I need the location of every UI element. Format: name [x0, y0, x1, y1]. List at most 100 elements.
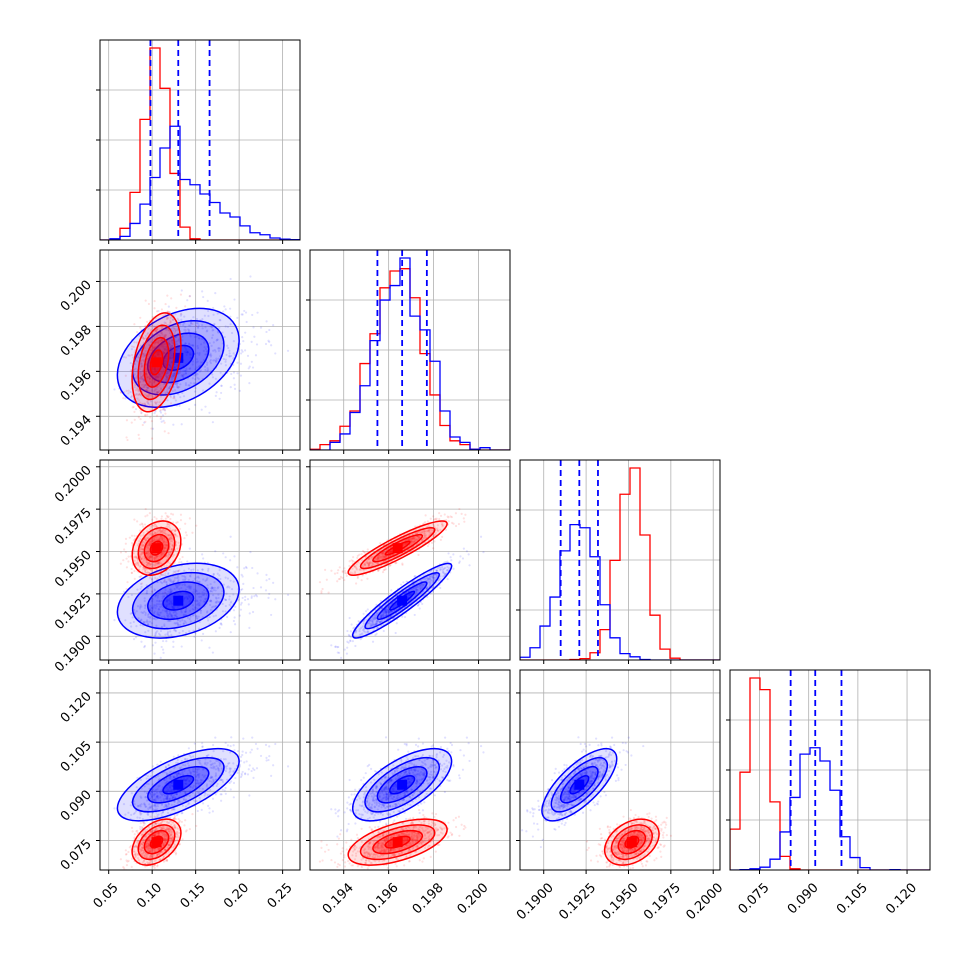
sample-point: [226, 577, 230, 580]
sample-point: [151, 578, 154, 581]
sample-point: [165, 640, 168, 643]
sample-point: [171, 537, 174, 540]
sample-point: [217, 601, 220, 604]
sample-point: [165, 348, 169, 351]
sample-point: [178, 323, 182, 326]
sample-point: [168, 534, 171, 537]
sample-point: [195, 322, 198, 325]
sample-point: [341, 576, 344, 579]
sample-point: [162, 778, 166, 782]
sample-point: [142, 385, 146, 388]
sample-point: [432, 573, 435, 576]
sample-point: [193, 800, 197, 803]
sample-point: [140, 558, 143, 561]
sample-point: [184, 584, 187, 587]
sample-point: [255, 595, 259, 598]
sample-point: [339, 577, 342, 580]
sample-point: [157, 785, 160, 788]
sample-point: [390, 550, 393, 553]
sample-point: [159, 411, 163, 414]
sample-point: [176, 570, 180, 573]
sample-point: [140, 551, 143, 554]
sample-point: [182, 622, 185, 625]
sample-point: [197, 365, 201, 368]
sample-point: [142, 379, 145, 382]
sample-point: [242, 340, 245, 343]
sample-point: [154, 369, 157, 372]
sample-point: [443, 513, 446, 516]
sample-point: [159, 611, 162, 614]
sample-point: [379, 599, 382, 603]
sample-point: [170, 590, 173, 593]
sample-point: [191, 608, 194, 611]
sample-point: [142, 531, 145, 534]
sample-point: [150, 540, 153, 543]
sample-point: [270, 613, 273, 617]
sample-point: [203, 365, 207, 368]
sample-point: [408, 537, 412, 540]
sample-point: [149, 527, 152, 531]
sample-point: [366, 577, 369, 580]
sample-point: [148, 607, 151, 610]
sample-point: [132, 405, 135, 408]
sample-point: [150, 585, 153, 589]
sample-point: [156, 594, 160, 597]
sample-point: [426, 577, 429, 580]
density-peak: [392, 543, 403, 554]
sample-point: [127, 555, 130, 558]
sample-point: [360, 579, 363, 582]
sample-point: [125, 566, 129, 569]
sample-point: [152, 798, 156, 801]
sample-point: [192, 568, 195, 571]
sample-point: [196, 344, 199, 348]
sample-point: [175, 586, 179, 589]
sample-point: [176, 535, 179, 538]
sample-point: [380, 607, 384, 610]
sample-point: [381, 571, 385, 574]
sample-point: [168, 600, 172, 603]
sample-point: [241, 753, 244, 757]
sample-point: [216, 338, 219, 341]
sample-point: [157, 339, 160, 342]
sample-point: [264, 743, 268, 747]
sample-point: [196, 346, 200, 350]
sample-point: [195, 361, 198, 364]
sample-point: [431, 574, 434, 577]
sample-point: [189, 381, 192, 385]
sample-point: [159, 562, 163, 565]
sample-point: [286, 765, 290, 768]
sample-point: [149, 400, 152, 403]
sample-point: [164, 574, 167, 577]
sample-point: [184, 329, 187, 332]
sample-point: [358, 633, 361, 636]
sample-point: [156, 401, 159, 404]
sample-point: [151, 565, 154, 568]
sample-point: [132, 620, 135, 624]
sample-point: [180, 609, 183, 612]
sample-point: [214, 778, 217, 781]
sample-point: [180, 611, 183, 614]
sample-point: [113, 619, 116, 622]
sample-point: [189, 356, 192, 359]
sample-point: [200, 639, 203, 642]
sample-point: [350, 623, 353, 626]
sample-point: [142, 402, 145, 406]
sample-point: [187, 578, 190, 582]
sample-point: [233, 767, 237, 770]
sample-point: [228, 349, 231, 352]
sample-point: [360, 626, 363, 629]
sample-point: [421, 584, 425, 587]
sample-point: [184, 608, 188, 611]
sample-point: [214, 601, 217, 604]
sample-point: [216, 330, 219, 333]
sample-point: [368, 557, 371, 560]
sample-point: [228, 586, 231, 589]
sample-point: [447, 552, 450, 555]
sample-point: [361, 632, 364, 635]
sample-point: [145, 777, 148, 780]
sample-point: [149, 532, 153, 535]
sample-point: [173, 576, 177, 580]
sample-point: [188, 595, 191, 598]
sample-point: [129, 621, 132, 625]
sample-point: [168, 387, 171, 390]
